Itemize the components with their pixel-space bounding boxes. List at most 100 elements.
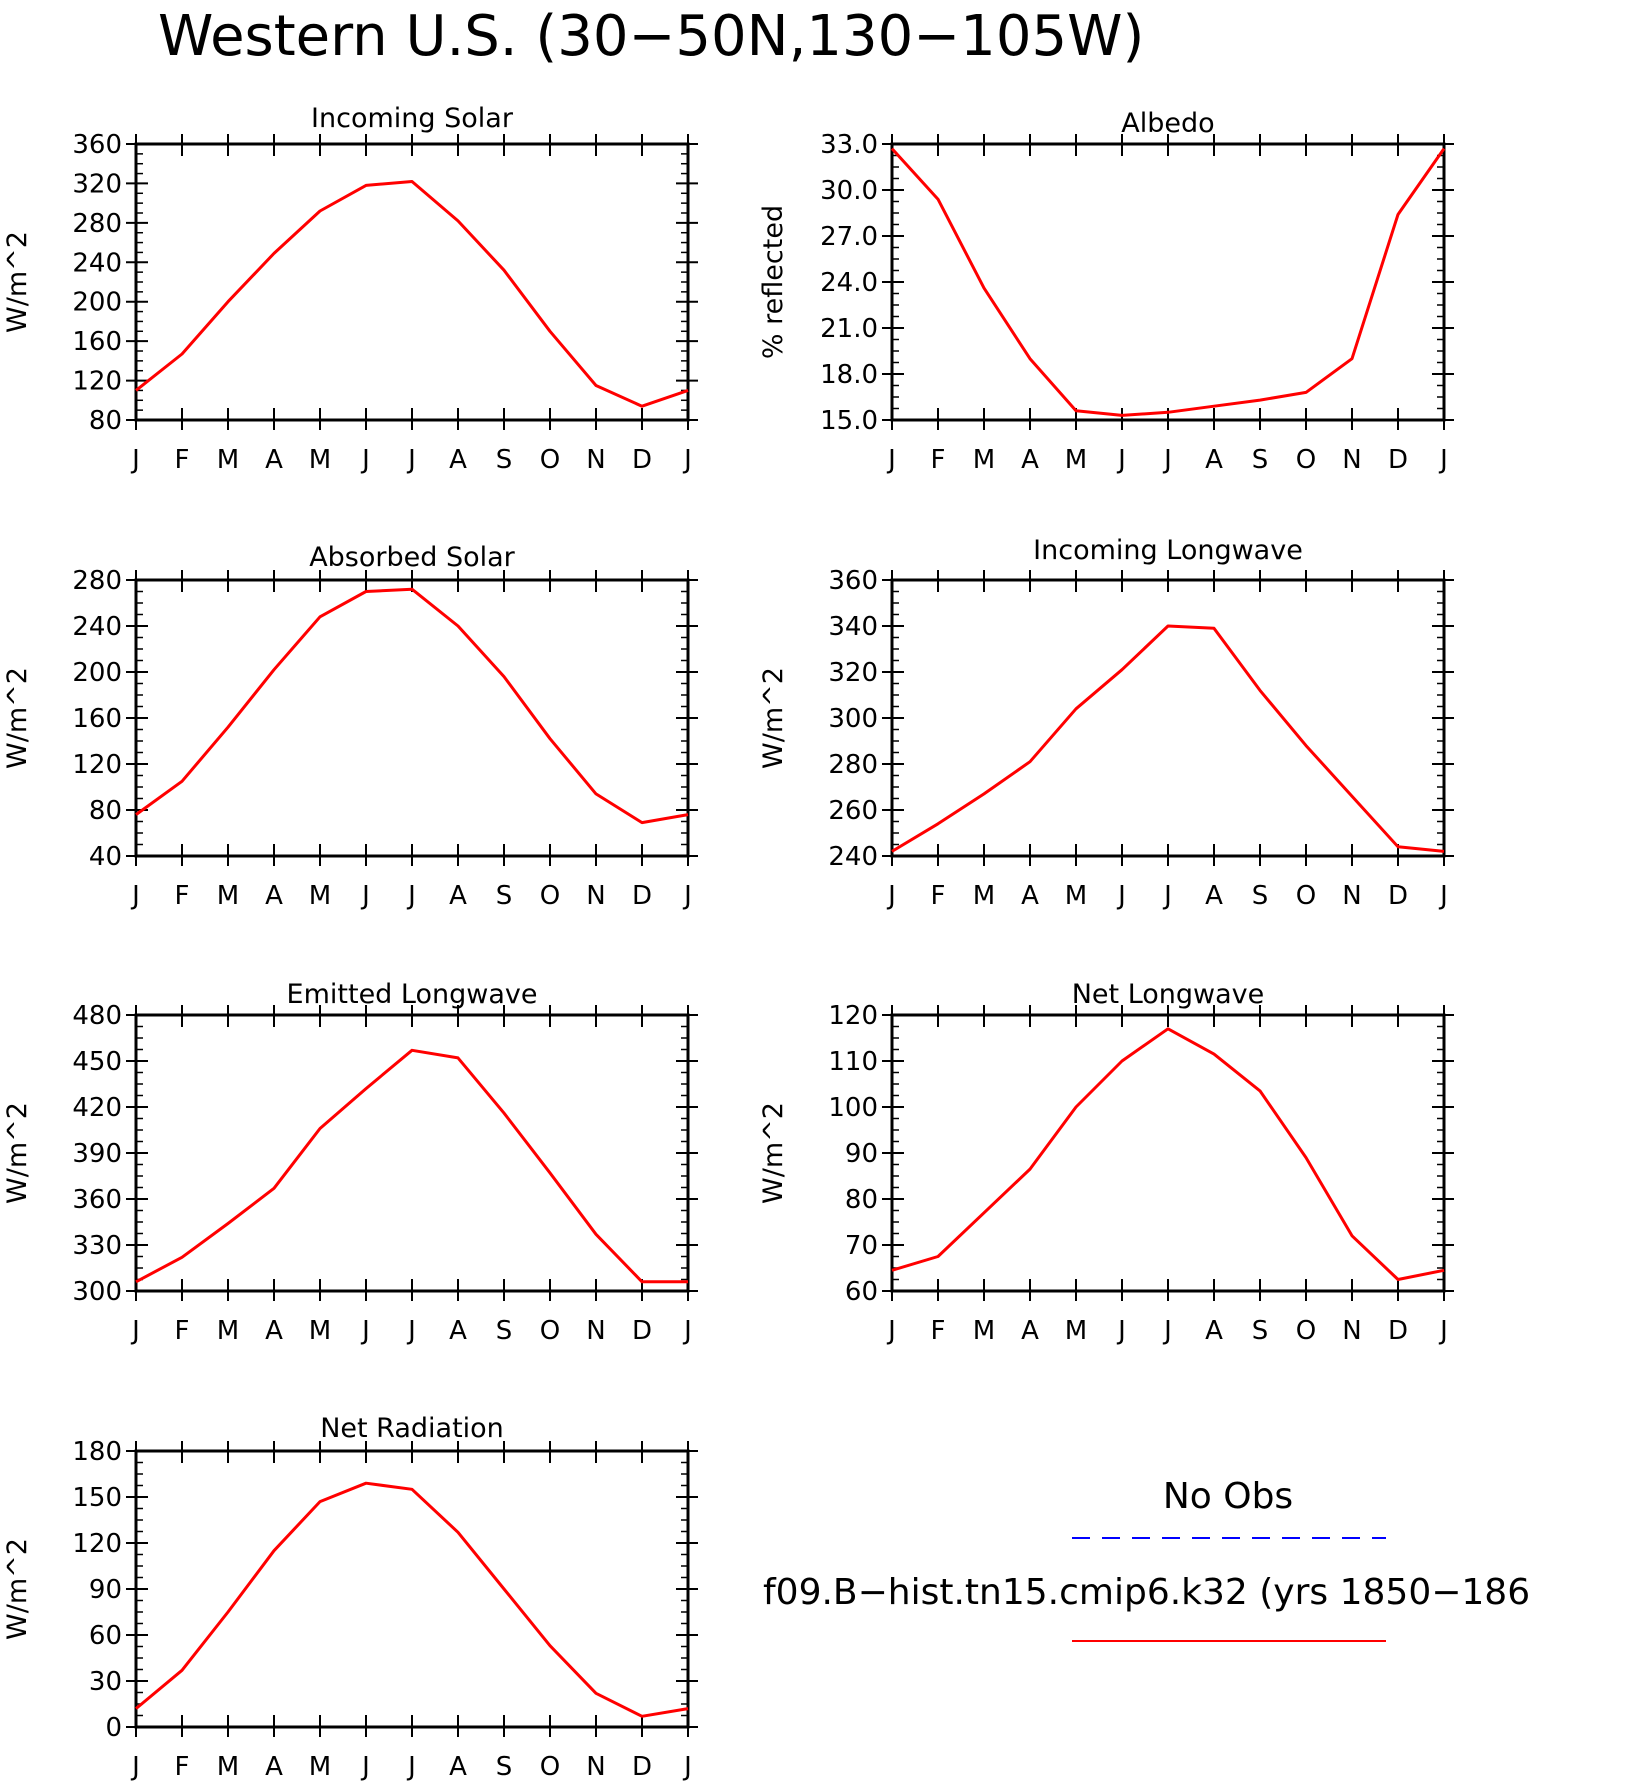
panel-title: Incoming Longwave: [1033, 535, 1303, 566]
x-tick-label: S: [496, 1316, 513, 1346]
x-tick-label: O: [540, 881, 560, 911]
x-tick-label: O: [1296, 881, 1316, 911]
y-tick-label: 360: [72, 130, 122, 160]
x-tick-label: N: [1342, 445, 1361, 475]
y-tick-label: 80: [845, 1185, 878, 1215]
y-axis-label: W/m^2: [2, 231, 33, 333]
x-tick-label: F: [931, 881, 946, 911]
x-tick-label: A: [265, 881, 283, 911]
y-tick-label: 300: [72, 1277, 122, 1307]
panel-title: Emitted Longwave: [287, 979, 538, 1010]
x-tick-label: D: [632, 445, 652, 475]
plot-frame: [890, 142, 1446, 422]
y-tick-label: 80: [89, 406, 122, 436]
y-tick-label: 480: [72, 1001, 122, 1031]
y-tick-label: 360: [72, 1185, 122, 1215]
y-tick-label: 450: [72, 1047, 122, 1077]
legend-model-label: f09.B−hist.tn15.cmip6.k32 (yrs 1850−186: [763, 1572, 1530, 1613]
y-tick-label: 320: [828, 658, 878, 688]
x-tick-label: O: [1296, 1316, 1316, 1346]
series-line: [135, 180, 689, 408]
x-tick-label: O: [540, 1752, 560, 1782]
x-tick-label: M: [309, 1752, 331, 1782]
panel-title: Net Longwave: [1072, 979, 1265, 1010]
y-tick-label: 40: [89, 842, 122, 872]
y-tick-label: 300: [828, 704, 878, 734]
y-tick-label: 260: [828, 796, 878, 826]
x-tick-label: A: [265, 445, 283, 475]
y-tick-label: 360: [828, 566, 878, 596]
x-tick-label: A: [265, 1316, 283, 1346]
y-axis-label: W/m^2: [758, 667, 789, 769]
panel-title: Absorbed Solar: [309, 542, 515, 573]
x-tick-label: F: [931, 445, 946, 475]
y-tick-label: 90: [845, 1139, 878, 1169]
x-tick-label: J: [1438, 1316, 1448, 1346]
x-tick-label: M: [309, 1316, 331, 1346]
x-tick-label: J: [406, 881, 416, 911]
series-line: [890, 147, 1446, 417]
x-tick-label: S: [1252, 445, 1269, 475]
y-tick-label: 240: [72, 612, 122, 642]
x-tick-label: A: [449, 1752, 467, 1782]
x-tick-label: N: [586, 445, 605, 475]
y-tick-label: 280: [72, 566, 122, 596]
x-tick-label: F: [931, 1316, 946, 1346]
x-tick-label: D: [632, 1752, 652, 1782]
x-tick-label: M: [217, 445, 239, 475]
x-tick-label: J: [360, 1316, 370, 1346]
panel-title: Net Radiation: [320, 1413, 504, 1444]
x-tick-label: J: [1162, 881, 1172, 911]
y-tick-label: 60: [845, 1277, 878, 1307]
x-tick-label: A: [1021, 445, 1039, 475]
y-tick-label: 120: [72, 367, 122, 397]
x-tick-label: D: [632, 1316, 652, 1346]
x-tick-label: J: [1116, 881, 1126, 911]
y-tick-label: 24.0: [820, 268, 878, 298]
y-axis-label: W/m^2: [758, 1102, 789, 1204]
y-tick-label: 110: [828, 1047, 878, 1077]
plot-frame: [134, 142, 690, 422]
series-line: [135, 1048, 688, 1284]
x-tick-label: N: [1342, 1316, 1361, 1346]
y-axis-label: W/m^2: [2, 1538, 33, 1640]
y-tick-label: 280: [72, 209, 122, 239]
x-tick-label: S: [496, 1752, 513, 1782]
y-axis-label: W/m^2: [2, 667, 33, 769]
x-tick-label: M: [1065, 1316, 1087, 1346]
y-tick-label: 180: [72, 1437, 122, 1467]
x-tick-label: M: [309, 445, 331, 475]
x-tick-label: J: [130, 1316, 140, 1346]
y-tick-label: 80: [89, 796, 122, 826]
plot-frame: [134, 1013, 690, 1293]
x-tick-label: N: [586, 1316, 605, 1346]
y-tick-label: 21.0: [820, 314, 878, 344]
x-tick-label: J: [130, 1752, 140, 1782]
x-tick-label: S: [1252, 881, 1269, 911]
x-tick-label: A: [1021, 881, 1039, 911]
x-tick-label: J: [1162, 1316, 1172, 1346]
y-tick-label: 100: [828, 1093, 878, 1123]
x-tick-label: J: [886, 1316, 896, 1346]
legend: No Obs f09.B−hist.tn15.cmip6.k32 (yrs 18…: [763, 1476, 1530, 1642]
x-tick-label: J: [886, 445, 896, 475]
x-tick-label: M: [309, 881, 331, 911]
x-tick-label: N: [586, 881, 605, 911]
y-tick-label: 30.0: [820, 176, 878, 206]
x-tick-label: S: [1252, 1316, 1269, 1346]
x-tick-label: F: [175, 1752, 190, 1782]
x-tick-label: D: [1388, 1316, 1408, 1346]
y-tick-label: 27.0: [820, 222, 878, 252]
y-tick-label: 30: [89, 1667, 122, 1697]
y-tick-label: 420: [72, 1093, 122, 1123]
x-tick-label: S: [496, 445, 513, 475]
y-tick-label: 160: [72, 704, 122, 734]
y-tick-label: 120: [72, 1529, 122, 1559]
x-tick-label: F: [175, 881, 190, 911]
x-tick-label: A: [449, 881, 467, 911]
x-tick-label: J: [1438, 445, 1448, 475]
x-tick-label: M: [1065, 445, 1087, 475]
series-line: [891, 624, 1445, 853]
